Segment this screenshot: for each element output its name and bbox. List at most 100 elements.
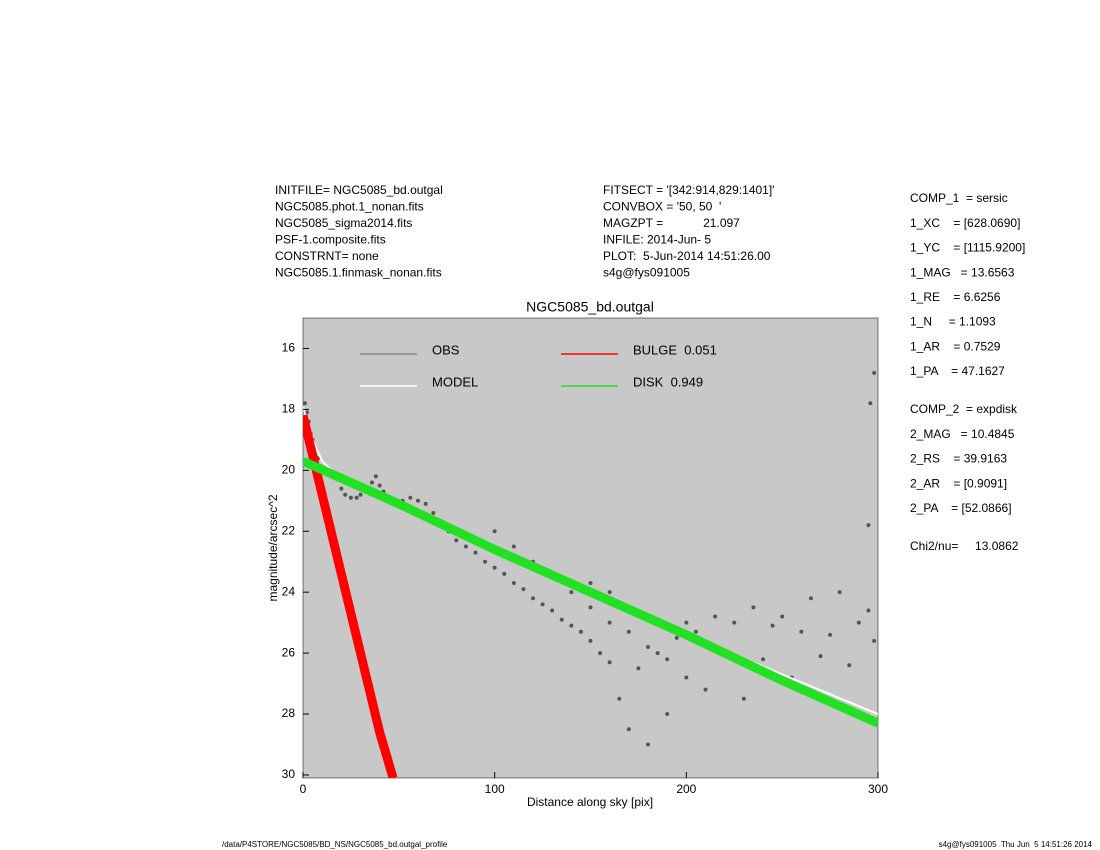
footer-left: /data/P4STORE/NGC5085/BD_NS/NGC5085_bd.o… bbox=[222, 840, 448, 849]
parameter: 1_XC = [628.0690] bbox=[910, 216, 1020, 230]
obs-point bbox=[655, 651, 660, 656]
obs-point bbox=[373, 474, 378, 479]
y-tick-label: 22 bbox=[282, 523, 296, 537]
obs-point bbox=[540, 602, 545, 607]
x-tick-label: 200 bbox=[676, 782, 696, 796]
obs-point bbox=[416, 498, 420, 503]
obs-point bbox=[868, 401, 873, 406]
header-line: NGC5085.1.finmask_nonan.fits bbox=[275, 266, 442, 280]
obs-point bbox=[492, 529, 497, 534]
obs-point bbox=[684, 675, 689, 680]
header-line: PLOT: 5-Jun-2014 14:51:26.00 bbox=[603, 249, 771, 263]
obs-point bbox=[665, 712, 670, 717]
x-axis-label: Distance along sky [pix] bbox=[527, 795, 653, 809]
obs-point bbox=[511, 544, 516, 549]
obs-point bbox=[343, 492, 348, 497]
header-line: PSF-1.composite.fits bbox=[275, 233, 386, 247]
obs-point bbox=[828, 632, 833, 637]
parameter: COMP_2 = expdisk bbox=[910, 402, 1018, 416]
header-line: NGC5085.phot.1_nonan.fits bbox=[275, 200, 424, 214]
legend-label: OBS bbox=[432, 342, 460, 357]
header-line: MAGZPT = 21.097 bbox=[603, 216, 740, 230]
obs-point bbox=[617, 696, 622, 701]
obs-point bbox=[703, 687, 708, 692]
obs-point bbox=[531, 596, 535, 601]
parameter: 2_MAG = 10.4845 bbox=[910, 427, 1015, 441]
y-tick-label: 30 bbox=[282, 767, 296, 781]
header-line: NGC5085_sigma2014.fits bbox=[275, 216, 412, 230]
obs-point bbox=[684, 620, 689, 625]
plot-background bbox=[302, 317, 879, 779]
header-line: s4g@fys091005 bbox=[603, 266, 690, 280]
parameter: 2_AR = [0.9091] bbox=[910, 476, 1007, 490]
obs-point bbox=[818, 654, 823, 659]
y-tick-label: 28 bbox=[282, 706, 296, 720]
obs-point bbox=[473, 550, 478, 555]
obs-point bbox=[607, 620, 612, 625]
obs-point bbox=[569, 623, 574, 628]
parameter: 2_PA = [52.0866] bbox=[910, 501, 1012, 515]
y-tick-label: 26 bbox=[282, 645, 296, 659]
obs-point bbox=[626, 727, 631, 732]
model-curve bbox=[303, 414, 398, 778]
obs-point bbox=[377, 483, 382, 488]
obs-point bbox=[713, 614, 718, 619]
parameter: Chi2/nu= 13.0862 bbox=[910, 539, 1019, 553]
obs-point bbox=[866, 523, 871, 528]
obs-point bbox=[511, 581, 516, 586]
obs-point bbox=[770, 623, 775, 628]
obs-point bbox=[693, 629, 698, 634]
obs-point bbox=[607, 590, 612, 595]
parameter: 1_N = 1.1093 bbox=[910, 315, 996, 329]
obs-point bbox=[598, 651, 603, 656]
legend-label: MODEL bbox=[432, 374, 478, 389]
legend-label: DISK 0.949 bbox=[633, 374, 703, 389]
x-tick-label: 100 bbox=[485, 782, 505, 796]
obs-point bbox=[761, 657, 765, 662]
obs-point bbox=[569, 590, 574, 595]
obs-point bbox=[423, 501, 428, 506]
header-line: FITSECT = '[342:914,829:1401]' bbox=[603, 183, 774, 197]
obs-point bbox=[463, 544, 468, 549]
parameter: 2_RS = 39.9163 bbox=[910, 452, 1007, 466]
obs-point bbox=[866, 608, 871, 613]
obs-point bbox=[665, 657, 670, 662]
parameter: COMP_1 = sersic bbox=[910, 191, 1008, 205]
y-axis-label: magnitude/arcsec^2 bbox=[266, 494, 280, 601]
obs-point bbox=[521, 587, 526, 592]
x-tick-label: 0 bbox=[300, 782, 307, 796]
obs-point bbox=[339, 486, 344, 491]
y-tick-label: 16 bbox=[282, 341, 296, 355]
y-tick-label: 20 bbox=[282, 462, 296, 476]
header-line: INITFILE= NGC5085_bd.outgal bbox=[275, 183, 443, 197]
header-line: CONVBOX = '50, 50 ' bbox=[603, 200, 721, 214]
y-tick-label: 18 bbox=[282, 402, 296, 416]
obs-point bbox=[578, 629, 583, 634]
plot-area bbox=[303, 370, 878, 778]
obs-point bbox=[799, 629, 804, 634]
parameter: 1_AR = 0.7529 bbox=[910, 339, 1001, 353]
obs-point bbox=[646, 742, 650, 747]
header-line: INFILE: 2014-Jun- 5 bbox=[603, 233, 711, 247]
obs-point bbox=[550, 608, 555, 613]
obs-point bbox=[348, 495, 353, 500]
obs-point bbox=[872, 370, 877, 375]
obs-point bbox=[646, 645, 650, 650]
obs-point bbox=[607, 660, 612, 665]
obs-point bbox=[588, 581, 593, 586]
obs-point bbox=[588, 638, 593, 643]
obs-point bbox=[303, 401, 307, 406]
obs-point bbox=[780, 614, 785, 619]
obs-point bbox=[636, 666, 641, 671]
legend-label: BULGE 0.051 bbox=[633, 342, 717, 357]
footer-right: s4g@fys091005 Thu Jun 5 14:51:26 2014 bbox=[939, 840, 1093, 849]
obs-point bbox=[674, 635, 679, 640]
obs-point bbox=[732, 620, 737, 625]
obs-point bbox=[454, 538, 459, 543]
obs-point bbox=[492, 565, 497, 570]
obs-point bbox=[837, 590, 842, 595]
obs-point bbox=[741, 696, 746, 701]
obs-point bbox=[808, 596, 813, 601]
obs-point bbox=[751, 605, 756, 610]
parameter: 1_PA = 47.1627 bbox=[910, 364, 1005, 378]
